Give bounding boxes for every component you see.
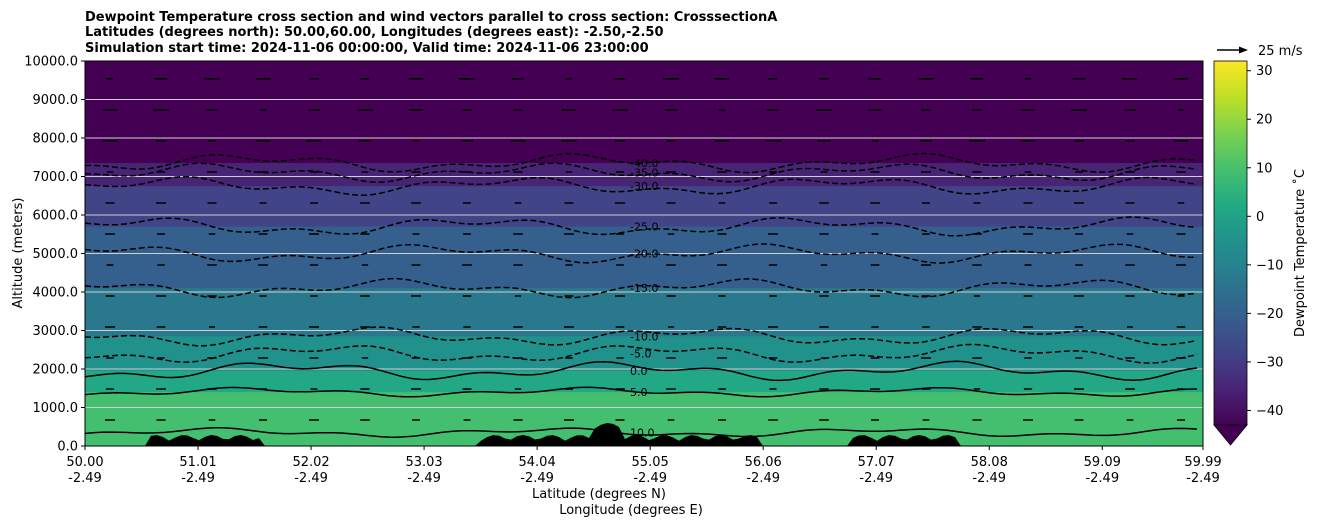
colorbar-tick-label: −30 [1256,355,1283,370]
colorbar-tick-label: −10 [1256,258,1283,273]
colorbar-tick-label: −20 [1256,307,1283,322]
horizontal-gridlines [85,99,1203,408]
colorbar: 30 20 10 0 −10 −20 −30 −40 Dewpoint Temperature… [1213,60,1308,446]
chart-title-line-2: Latitudes (degrees north): 50.00,60.00, … [85,25,664,40]
contour-label: 5.0 [630,386,648,399]
x-tick-label-lat: 51.01 [179,455,216,470]
x-axis: 50.00-2.4951.01-2.4952.02-2.4953.03-2.49… [66,446,1222,486]
x-tick-label-lat: 50.00 [66,455,103,470]
y-axis-label: Altitude (meters) [11,198,26,309]
contour-labels: -40.0-35.0-30.0 -25.0 -20.0 -15.0 -10.0 -5.0 0… [630,157,658,440]
colorbar-tick-label: 10 [1256,161,1273,176]
contour-line--35.0 [85,162,1198,183]
y-tick-label: 0.0 [57,440,78,455]
colorbar-tick-label: −40 [1256,404,1283,419]
y-tick-label: 3000.0 [33,324,79,339]
x-tick-label-lat: 59.09 [1084,455,1121,470]
x-axis-label-latitude: Latitude (degrees N) [532,487,666,502]
contour-label: 10.0 [630,427,655,440]
y-tick-label: 8000.0 [33,132,79,147]
x-tick-label-lat: 54.04 [519,455,556,470]
y-tick-label: 4000.0 [33,286,79,301]
x-tick-label-lon: -2.49 [294,471,328,486]
terrain [85,423,1203,446]
x-tick-label-lat: 52.02 [292,455,329,470]
colorbar-tick-label: 0 [1256,210,1264,225]
contour-line--40.0 [85,152,1198,174]
x-tick-label-lon: -2.49 [972,471,1006,486]
colorbar-tick-label: 20 [1256,113,1273,128]
contour-line--25.0 [85,216,1198,237]
x-tick-label-lon: -2.49 [68,471,102,486]
quiver-key-arrow-head [1239,46,1248,54]
contour-lines [85,152,1198,438]
y-tick-label: 9000.0 [33,93,79,108]
chart-title-line-1: Dewpoint Temperature cross section and w… [85,10,777,25]
x-tick-label-lat: 57.07 [858,455,895,470]
contour-line-5.0 [85,386,1198,398]
colorbar-ticks: 30 20 10 0 −10 −20 −30 −40 [1247,64,1283,419]
contour-line--5.0 [85,343,1198,364]
x-tick-label-lon: -2.49 [1085,471,1119,486]
filled-contour-bands [85,61,1203,446]
x-axis-label-longitude: Longitude (degrees E) [559,503,703,518]
y-tick-label: 5000.0 [33,247,79,262]
y-tick-label: 7000.0 [33,170,79,185]
x-tick-label-lon: -2.49 [181,471,215,486]
contour-label: -5.0 [630,348,651,361]
x-tick-label-lon: -2.49 [633,471,667,486]
colorbar-tick-label: 30 [1256,64,1273,79]
terrain-silhouette [85,423,1203,446]
x-tick-label-lat: 55.05 [632,455,669,470]
wind-vectors [102,78,1189,421]
quiver-key-label: 25 m/s [1258,44,1303,59]
quiver-key: 25 m/s [1217,44,1303,59]
x-tick-label-lon: -2.49 [859,471,893,486]
contour-label: -30.0 [630,180,658,193]
contour-label: 0.0 [630,365,648,378]
contour-label: -35.0 [630,167,658,180]
x-tick-label-lon: -2.49 [1186,471,1220,486]
contour-label: -15.0 [630,282,658,295]
colorbar-label: Dewpoint Temperature ˚C [1292,169,1308,337]
x-tick-label-lon: -2.49 [746,471,780,486]
contour-label: -20.0 [630,248,658,261]
y-tick-label: 1000.0 [33,401,79,416]
x-tick-label-lat: 56.06 [745,455,782,470]
plot-area: -40.0-35.0-30.0 -25.0 -20.0 -15.0 -10.0 -5.0 0… [85,61,1203,446]
contour-line-10.0 [85,427,1198,438]
x-tick-label-lon: -2.49 [520,471,554,486]
contour-line--30.0 [85,175,1198,196]
x-tick-label-lat: 53.03 [405,455,442,470]
contour-line-0.0 [85,360,1198,382]
colorbar-extend-min [1213,424,1248,446]
x-tick-label-lat: 59.99 [1184,455,1221,470]
contour-label: -10.0 [630,330,658,343]
y-tick-label: 2000.0 [33,363,79,378]
contour-line--20.0 [85,243,1197,264]
y-axis: 0.0 1000.0 2000.0 3000.0 4000.0 5000.0 6000.0 7… [24,55,85,455]
contour-label: -25.0 [630,221,658,234]
chart-title-line-3: Simulation start time: 2024-11-06 00:00:… [85,41,649,56]
y-tick-label: 6000.0 [33,209,79,224]
x-tick-label-lon: -2.49 [407,471,441,486]
y-tick-label: 10000.0 [24,55,78,70]
x-tick-label-lat: 58.08 [971,455,1008,470]
colorbar-body [1213,60,1248,426]
contour-line--15.0 [85,277,1198,299]
contour-line--10.0 [85,326,1198,347]
contour-label: -40.0 [630,157,658,170]
